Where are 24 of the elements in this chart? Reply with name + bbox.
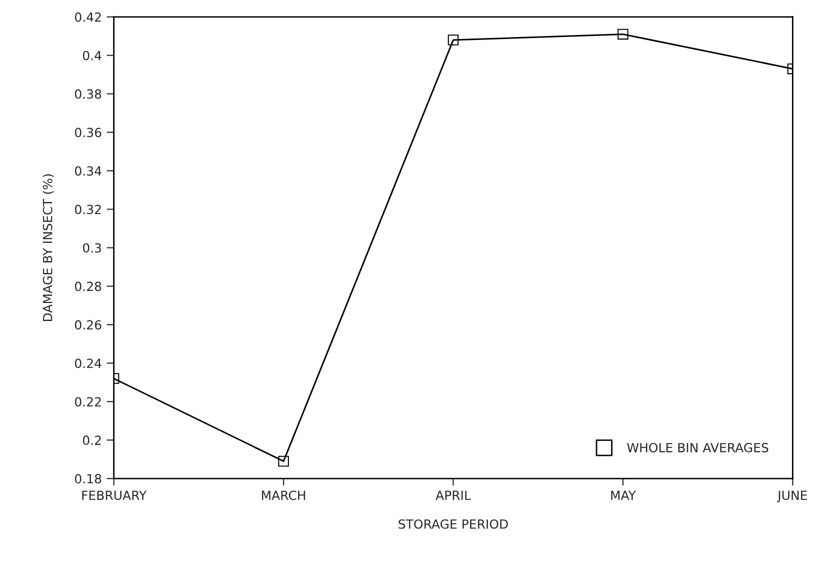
point xyxy=(618,28,628,40)
y-tick-label: 0.38 xyxy=(75,89,102,99)
y-tick-label: 0.3 xyxy=(82,243,102,253)
y-tick-label: 0.32 xyxy=(75,204,101,214)
x-tick-label: FEBRUARY xyxy=(82,490,147,500)
y-tick-label: 0.4 xyxy=(82,50,102,60)
y-tick-label: 0.2 xyxy=(82,436,101,446)
y-axis-title: DAMAGE BY INSECT (%) xyxy=(42,174,54,321)
y-tick-label: 0.22 xyxy=(75,397,101,407)
x-axis-title: STORAGE PERIOD xyxy=(398,519,508,529)
point xyxy=(448,34,459,46)
x-tick-label: MAY xyxy=(611,490,636,500)
y-tick-label: 0.26 xyxy=(75,320,102,330)
legend-label: WHOLE BIN AVERAGES xyxy=(627,442,768,452)
y-tick-label: 0.28 xyxy=(75,282,102,292)
x-tick-label: JUNE xyxy=(776,490,807,502)
x-tick-label: MARCH xyxy=(262,490,306,500)
x-tick-label: APRIL xyxy=(436,490,471,500)
y-tick-label: 0.42 xyxy=(75,12,101,22)
point xyxy=(278,456,289,467)
y-tick-label: 0.18 xyxy=(75,474,102,484)
y-tick-label: 0.24 xyxy=(75,358,102,368)
y-tick-label: 0.34 xyxy=(75,166,102,176)
y-tick-label: 0.36 xyxy=(75,128,102,138)
